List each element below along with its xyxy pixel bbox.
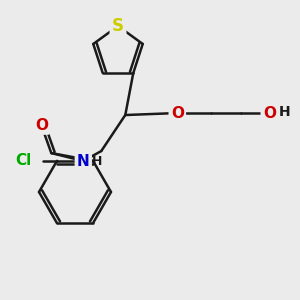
Text: O: O xyxy=(263,106,276,121)
Text: O: O xyxy=(171,106,184,121)
Text: H: H xyxy=(278,105,290,119)
Text: S: S xyxy=(112,17,124,35)
Text: H: H xyxy=(92,155,103,168)
Text: O: O xyxy=(35,118,48,133)
Text: N: N xyxy=(77,154,90,169)
Text: Cl: Cl xyxy=(15,153,31,168)
